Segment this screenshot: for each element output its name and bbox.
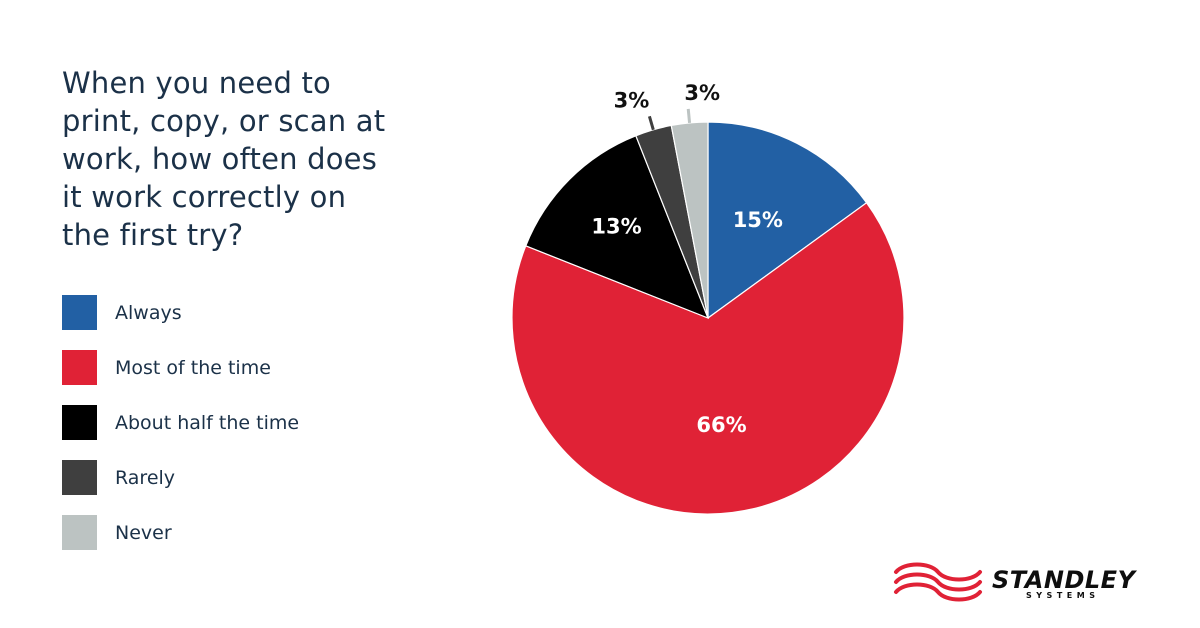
legend-swatch bbox=[62, 460, 97, 495]
chart-title: When you need to print, copy, or scan at… bbox=[62, 66, 386, 252]
pie-data-label: 66% bbox=[696, 413, 746, 437]
pie-slice-about-half-the-time bbox=[524, 134, 710, 320]
pie-data-label: 15% bbox=[733, 208, 783, 232]
pie-leader-line bbox=[686, 108, 692, 124]
logo-mark-icon bbox=[894, 562, 982, 602]
legend-swatch bbox=[62, 405, 97, 440]
pie-slice-most-of-the-time bbox=[511, 201, 905, 515]
legend-swatch bbox=[62, 350, 97, 385]
pie-labels: 15% 66% 13% 3% 3% bbox=[591, 81, 783, 437]
pie-data-label: 13% bbox=[591, 215, 641, 239]
legend-item-most-of-the-time: Most of the time bbox=[62, 350, 299, 385]
legend-label: About half the time bbox=[115, 411, 300, 434]
legend-label: Most of the time bbox=[115, 356, 271, 379]
legend-item-rarely: Rarely bbox=[62, 460, 299, 495]
legend-label: Always bbox=[115, 301, 182, 324]
pie-slices bbox=[511, 121, 905, 515]
legend-item-always: Always bbox=[62, 295, 299, 330]
legend-item-never: Never bbox=[62, 515, 299, 550]
pie-leader-line bbox=[647, 115, 655, 131]
pie-data-label: 3% bbox=[614, 88, 650, 112]
legend: Always Most of the time About half the t… bbox=[62, 295, 299, 570]
logo-subtext: SYSTEMS bbox=[1026, 591, 1100, 600]
legend-item-about-half-the-time: About half the time bbox=[62, 405, 299, 440]
legend-label: Never bbox=[115, 521, 172, 544]
legend-swatch bbox=[62, 295, 97, 330]
standley-logo: STANDLEY SYSTEMS bbox=[890, 560, 1170, 610]
pie-data-label: 3% bbox=[684, 81, 720, 105]
legend-label: Rarely bbox=[115, 466, 176, 489]
pie-slice-always bbox=[707, 121, 868, 320]
legend-swatch bbox=[62, 515, 97, 550]
pie-slice-never bbox=[670, 121, 709, 319]
logo-wordmark: STANDLEY bbox=[992, 566, 1136, 594]
